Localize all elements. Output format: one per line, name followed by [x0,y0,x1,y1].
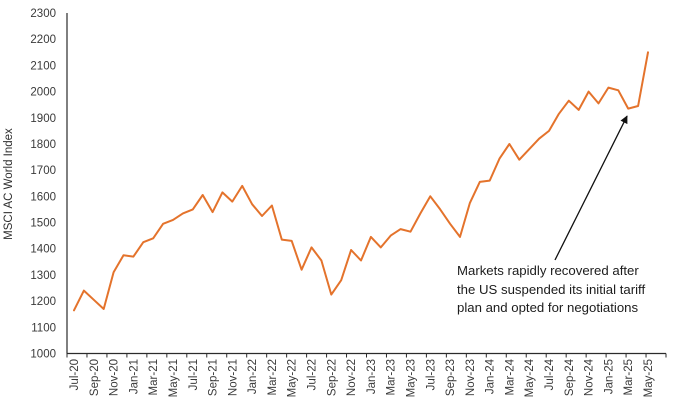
x-axis-tick-label: Nov-24 [584,358,596,396]
y-axis-tick-label: 1300 [30,270,56,282]
x-axis-tick-label: Mar-25 [623,359,635,395]
x-axis-tick-label: May-25 [643,359,655,397]
x-axis-tick-label: Jan-24 [485,358,497,394]
y-axis-tick-label: 1400 [30,244,56,256]
x-axis-tick-label: May-22 [287,359,299,397]
x-axis-tick-label: Jan-23 [366,359,378,394]
x-axis-tick-label: May-21 [168,359,180,397]
x-axis-tick-label: Sep-24 [564,358,576,396]
x-axis-tick-label: Jan-25 [603,359,615,394]
y-axis-tick-label: 1000 [30,349,56,361]
x-axis-tick-label: Mar-23 [386,359,398,395]
x-axis-tick-label: Nov-21 [227,359,239,396]
annotation-arrow [554,115,628,261]
x-axis-tick-label: Sep-20 [89,359,101,396]
x-axis-tick-label: Jul-21 [188,359,200,390]
x-axis-tick-label: Mar-21 [148,359,160,395]
y-axis-tick-label: 2000 [30,87,56,99]
x-axis-tick-label: Sep-23 [445,359,457,396]
x-axis-tick-label: Jul-22 [307,359,319,390]
x-axis-tick-label: Mar-24 [504,358,516,395]
x-axis-tick-label: Nov-22 [346,359,358,396]
x-axis-tick-label: May-24 [524,358,536,397]
annotation-line-1: Markets rapidly recovered after [457,263,639,278]
price-line [73,51,649,312]
annotation-line-2: the US suspended its initial tariff [457,281,646,297]
y-axis-tick-label: 1700 [30,165,56,177]
y-axis-tick-label: 1600 [30,191,56,203]
y-axis-tick-label: 2300 [30,8,56,20]
x-axis-tick-label: Sep-21 [208,359,220,396]
x-axis-tick-label: Jan-21 [128,359,140,394]
y-axis-tick-label: 1900 [30,113,56,125]
annotation-line-3: plan and opted for negotiations [457,300,639,316]
x-axis-tick-label: Jan-22 [247,359,259,394]
x-axis-tick-label: Mar-22 [267,359,279,395]
y-axis-tick-label: 2200 [30,34,56,46]
y-axis-tick-label: 2100 [30,60,56,72]
x-axis-tick-label: Sep-22 [326,359,338,396]
y-axis-tick-label: 1800 [30,139,56,151]
x-axis-tick-label: Jul-24 [544,358,556,390]
x-axis-tick-label: Nov-23 [465,359,477,396]
y-axis-title: MSCI AC World Index [3,128,15,240]
x-axis-tick-label: Jul-23 [425,359,437,390]
y-axis-tick-label: 1500 [30,218,56,230]
y-axis-tick-label: 1100 [31,322,56,334]
x-axis-tick-label: Jul-20 [69,359,81,390]
annotation-text: Markets rapidly recovered after the US s… [457,262,667,318]
x-axis-tick-label: Nov-20 [109,359,121,396]
y-axis-tick-label: 1200 [30,296,56,308]
x-axis-tick-label: May-23 [405,359,417,397]
